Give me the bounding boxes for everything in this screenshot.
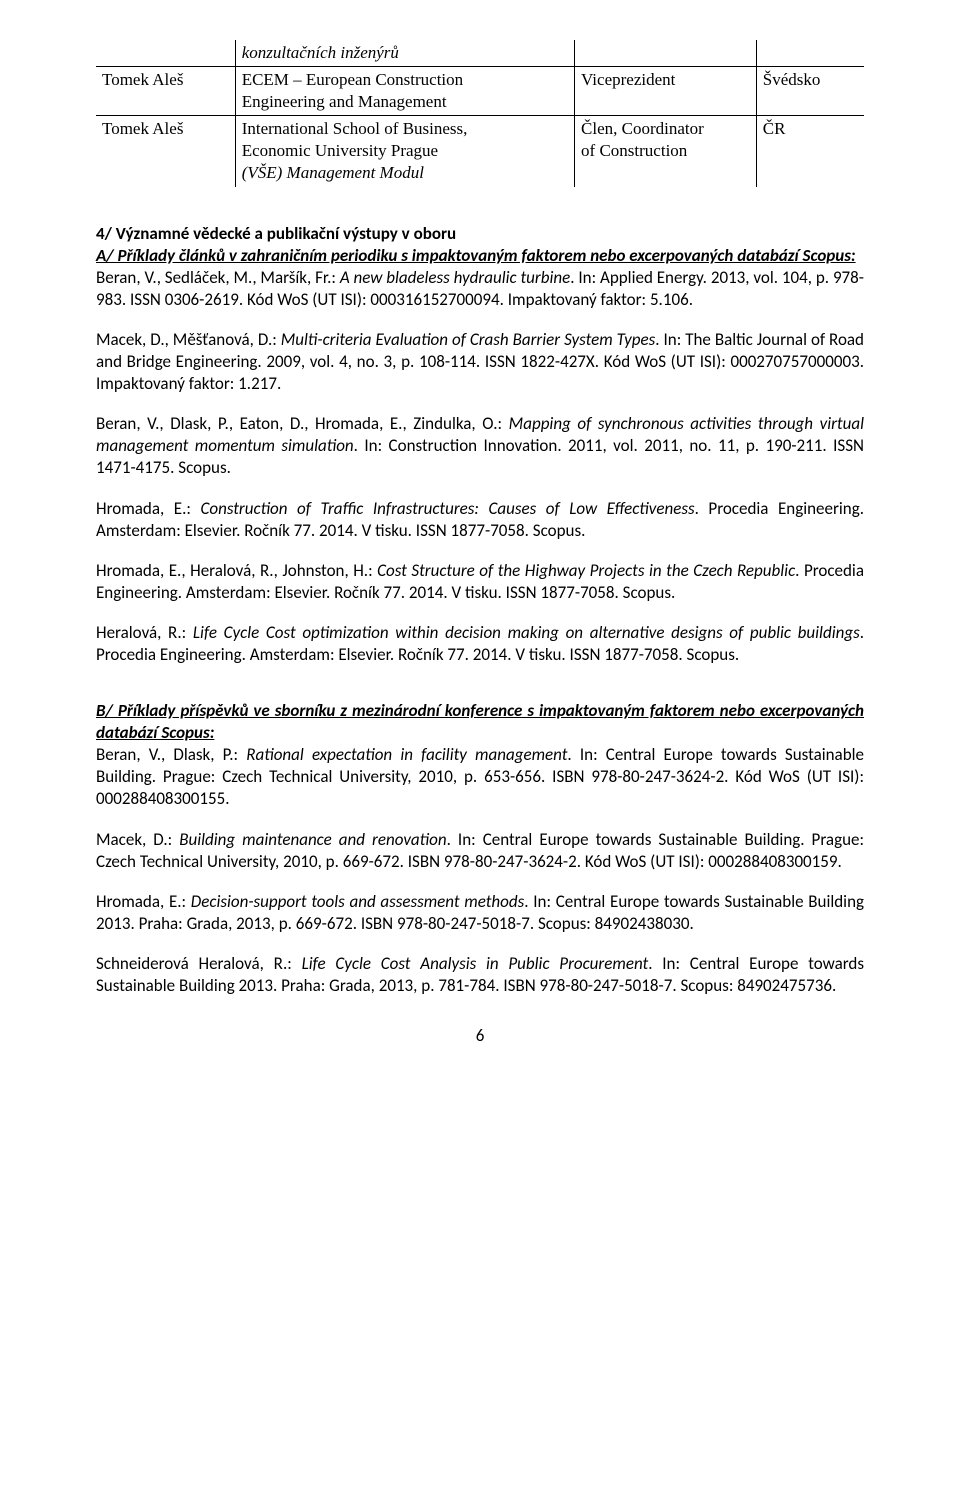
entry-title: Building maintenance and renovation: [179, 829, 446, 850]
cell-text: Economic University Prague: [242, 141, 438, 160]
entry-title: Life Cycle Cost optimization within deci…: [193, 622, 860, 643]
table-row: Tomek Aleš International School of Busin…: [96, 116, 864, 187]
bib-entry: Beran, V., Dlask, P., Eaton, D., Hromada…: [96, 413, 864, 479]
entry-authors: Hromada, E.:: [96, 498, 200, 519]
cell-text: (VŠE) Management Modul: [242, 163, 424, 182]
cell-name: [96, 40, 235, 67]
subsection-b-text: B/ Příklady příspěvků ve sborníku z mezi…: [96, 700, 864, 743]
cell-role: Viceprezident: [575, 67, 757, 116]
cell-org: konzultačních inženýrů: [235, 40, 574, 67]
cell-country: ČR: [756, 116, 864, 187]
page-container: konzultačních inženýrů Tomek Aleš ECEM –…: [0, 0, 960, 1087]
cell-role: [575, 40, 757, 67]
bib-entry: Beran, V., Sedláček, M., Maršík, Fr.: A …: [96, 267, 864, 311]
cell-name: Tomek Aleš: [96, 116, 235, 187]
entry-title: Construction of Traffic Infrastructures:…: [200, 498, 694, 519]
bib-entry: Schneiderová Heralová, R.: Life Cycle Co…: [96, 953, 864, 997]
cell-text: konzultačních inženýrů: [242, 43, 399, 62]
page-number: 6: [96, 1025, 864, 1047]
cell-role: Člen, Coordinator of Construction: [575, 116, 757, 187]
cell-org: ECEM – European Construction Engineering…: [235, 67, 574, 116]
entry-title: Cost Structure of the Highway Projects i…: [377, 560, 795, 581]
memberships-table: konzultačních inženýrů Tomek Aleš ECEM –…: [96, 40, 864, 187]
subsection-a-text: A/ Příklady článků v zahraničním periodi…: [96, 245, 856, 266]
entry-title: A new bladeless hydraulic turbine: [340, 267, 570, 288]
entry-authors: Schneiderová Heralová, R.:: [96, 953, 302, 974]
bib-entry: Hromada, E.: Decision-support tools and …: [96, 891, 864, 935]
entry-authors: Heralová, R.:: [96, 622, 193, 643]
cell-country: [756, 40, 864, 67]
bib-entry: Hromada, E., Heralová, R., Johnston, H.:…: [96, 560, 864, 604]
cell-text: of Construction: [581, 141, 687, 160]
bib-entry: Macek, D.: Building maintenance and reno…: [96, 829, 864, 873]
entry-title: Decision-support tools and assessment me…: [191, 891, 524, 912]
cell-text: Člen, Coordinator: [581, 119, 704, 138]
entry-authors: Beran, V., Dlask, P.:: [96, 744, 246, 765]
cell-text: ECEM – European Construction: [242, 70, 463, 89]
bib-entry: Macek, D., Měšťanová, D.: Multi-criteria…: [96, 329, 864, 395]
entry-authors: Hromada, E., Heralová, R., Johnston, H.:: [96, 560, 377, 581]
cell-text: Engineering and Management: [242, 92, 447, 111]
cell-name: Tomek Aleš: [96, 67, 235, 116]
entry-authors: Beran, V., Sedláček, M., Maršík, Fr.:: [96, 267, 340, 288]
entry-authors: Macek, D., Měšťanová, D.:: [96, 329, 281, 350]
bib-entry: Heralová, R.: Life Cycle Cost optimizati…: [96, 622, 864, 666]
subsection-a-heading: A/ Příklady článků v zahraničním periodi…: [96, 245, 864, 267]
entry-title: Multi-criteria Evaluation of Crash Barri…: [281, 329, 655, 350]
cell-org: International School of Business, Econom…: [235, 116, 574, 187]
cell-country: Švédsko: [756, 67, 864, 116]
entry-authors: Hromada, E.:: [96, 891, 191, 912]
entry-title: Life Cycle Cost Analysis in Public Procu…: [302, 953, 649, 974]
bib-entry: Hromada, E.: Construction of Traffic Inf…: [96, 498, 864, 542]
table-row: konzultačních inženýrů: [96, 40, 864, 67]
entry-authors: Beran, V., Dlask, P., Eaton, D., Hromada…: [96, 413, 509, 434]
table-row: Tomek Aleš ECEM – European Construction …: [96, 67, 864, 116]
bib-entry: Beran, V., Dlask, P.: Rational expectati…: [96, 744, 864, 810]
entry-authors: Macek, D.:: [96, 829, 179, 850]
subsection-b-heading: B/ Příklady příspěvků ve sborníku z mezi…: [96, 700, 864, 744]
cell-text: International School of Business,: [242, 119, 468, 138]
section-4-title: 4/ Významné vědecké a publikační výstupy…: [96, 223, 864, 245]
entry-title: Rational expectation in facility managem…: [246, 744, 567, 765]
